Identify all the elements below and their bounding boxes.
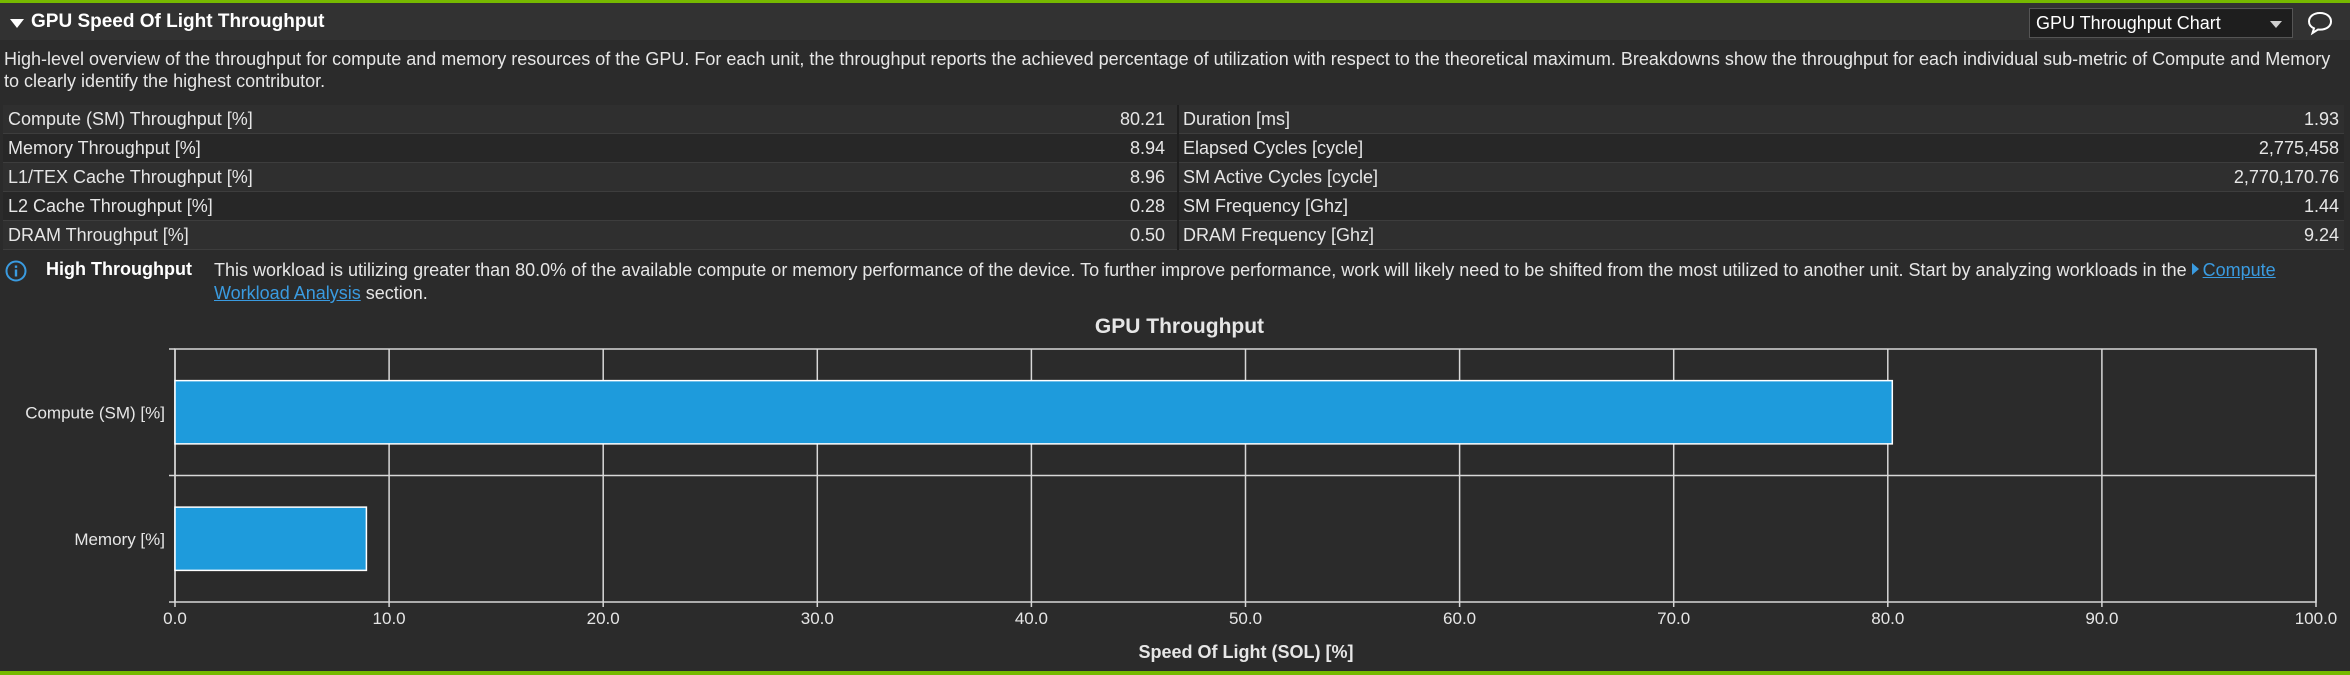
metric-label: Compute (SM) Throughput [%] — [8, 109, 253, 129]
metric-value: 9.24 — [2303, 225, 2339, 245]
metric-value: 1.93 — [2303, 109, 2339, 129]
metric-row: L1/TEX Cache Throughput [%] 8.96 SM Acti… — [3, 163, 2344, 192]
chart-title: GPU Throughput — [1095, 315, 1264, 338]
metrics-table: Compute (SM) Throughput [%] 80.21 Durati… — [3, 105, 2344, 250]
metric-label: L2 Cache Throughput [%] — [8, 196, 213, 216]
x-tick-label: 30.0 — [801, 609, 834, 628]
x-tick-label: 60.0 — [1443, 609, 1476, 628]
metric-value: 2,770,170.76 — [2233, 167, 2339, 187]
chevron-down-icon — [2270, 21, 2282, 28]
info-icon — [5, 260, 27, 282]
x-tick-label: 10.0 — [373, 609, 406, 628]
chart-type-dropdown[interactable]: GPU Throughput Chart — [2029, 8, 2293, 38]
metric-label: DRAM Throughput [%] — [8, 225, 189, 245]
column-divider — [1177, 192, 1179, 221]
triangle-right-icon — [2191, 263, 2199, 275]
metric-row: DRAM Throughput [%] 0.50 DRAM Frequency … — [3, 221, 2344, 250]
metric-value: 80.21 — [1119, 109, 1165, 129]
x-tick-label: 100.0 — [2295, 609, 2338, 628]
link-label: Compute Workload Analysis — [214, 260, 2276, 303]
metric-label: Duration [ms] — [1183, 109, 1291, 129]
x-tick-label: 0.0 — [163, 609, 187, 628]
section-description: High-level overview of the throughput fo… — [4, 49, 2331, 91]
metric-label: Elapsed Cycles [cycle] — [1183, 138, 1364, 158]
metric-row: L2 Cache Throughput [%] 0.28 SM Frequenc… — [3, 192, 2344, 221]
metric-value: 1.44 — [2303, 196, 2339, 216]
metric-value: 2,775,458 — [2258, 138, 2339, 158]
section-title: GPU Speed Of Light Throughput — [31, 11, 325, 32]
note-body: This workload is utilizing greater than … — [214, 259, 2304, 305]
note-title: High Throughput — [46, 259, 192, 279]
metric-row: Compute (SM) Throughput [%] 80.21 Durati… — [3, 105, 2344, 134]
category-label: Memory [%] — [74, 530, 165, 549]
note-text-suffix: section. — [360, 283, 428, 303]
x-tick-label: 80.0 — [1871, 609, 1904, 628]
compute-workload-analysis-link[interactable]: Compute Workload Analysis — [214, 260, 2276, 303]
metric-label: L1/TEX Cache Throughput [%] — [8, 167, 253, 187]
speech-bubble-icon[interactable] — [2305, 9, 2335, 37]
metric-value: 8.94 — [1129, 138, 1165, 158]
x-tick-label: 50.0 — [1229, 609, 1262, 628]
category-label: Compute (SM) [%] — [25, 403, 165, 422]
x-tick-label: 90.0 — [2085, 609, 2118, 628]
x-axis-label: Speed Of Light (SOL) [%] — [1139, 642, 1354, 662]
x-tick-label: 20.0 — [587, 609, 620, 628]
bar — [174, 506, 368, 572]
metric-row: Memory Throughput [%] 8.94 Elapsed Cycle… — [3, 134, 2344, 163]
column-divider — [1177, 105, 1179, 134]
metric-value: 0.50 — [1129, 225, 1165, 245]
column-divider — [1177, 134, 1179, 163]
x-tick-label: 70.0 — [1657, 609, 1690, 628]
metric-value: 8.96 — [1129, 167, 1165, 187]
bar — [174, 379, 1894, 445]
metric-value: 0.28 — [1129, 196, 1165, 216]
gpu-throughput-chart: GPU Throughput 0.0 10.0 20.0 30.0 40.0 50.0 60.… — [25, 315, 2338, 662]
note-text: This workload is utilizing greater than … — [214, 260, 2192, 280]
metric-label: Memory Throughput [%] — [8, 138, 201, 158]
column-divider — [1177, 163, 1179, 192]
metric-label: SM Active Cycles [cycle] — [1183, 167, 1379, 187]
chart-type-value: GPU Throughput Chart — [2036, 13, 2221, 33]
x-tick-label: 40.0 — [1015, 609, 1048, 628]
metric-label: DRAM Frequency [Ghz] — [1183, 225, 1375, 245]
section-header[interactable]: GPU Speed Of Light Throughput GPU Throug… — [0, 3, 2350, 40]
triangle-down-icon[interactable] — [10, 19, 24, 28]
column-divider — [1177, 221, 1179, 250]
metric-label: SM Frequency [Ghz] — [1183, 196, 1349, 216]
